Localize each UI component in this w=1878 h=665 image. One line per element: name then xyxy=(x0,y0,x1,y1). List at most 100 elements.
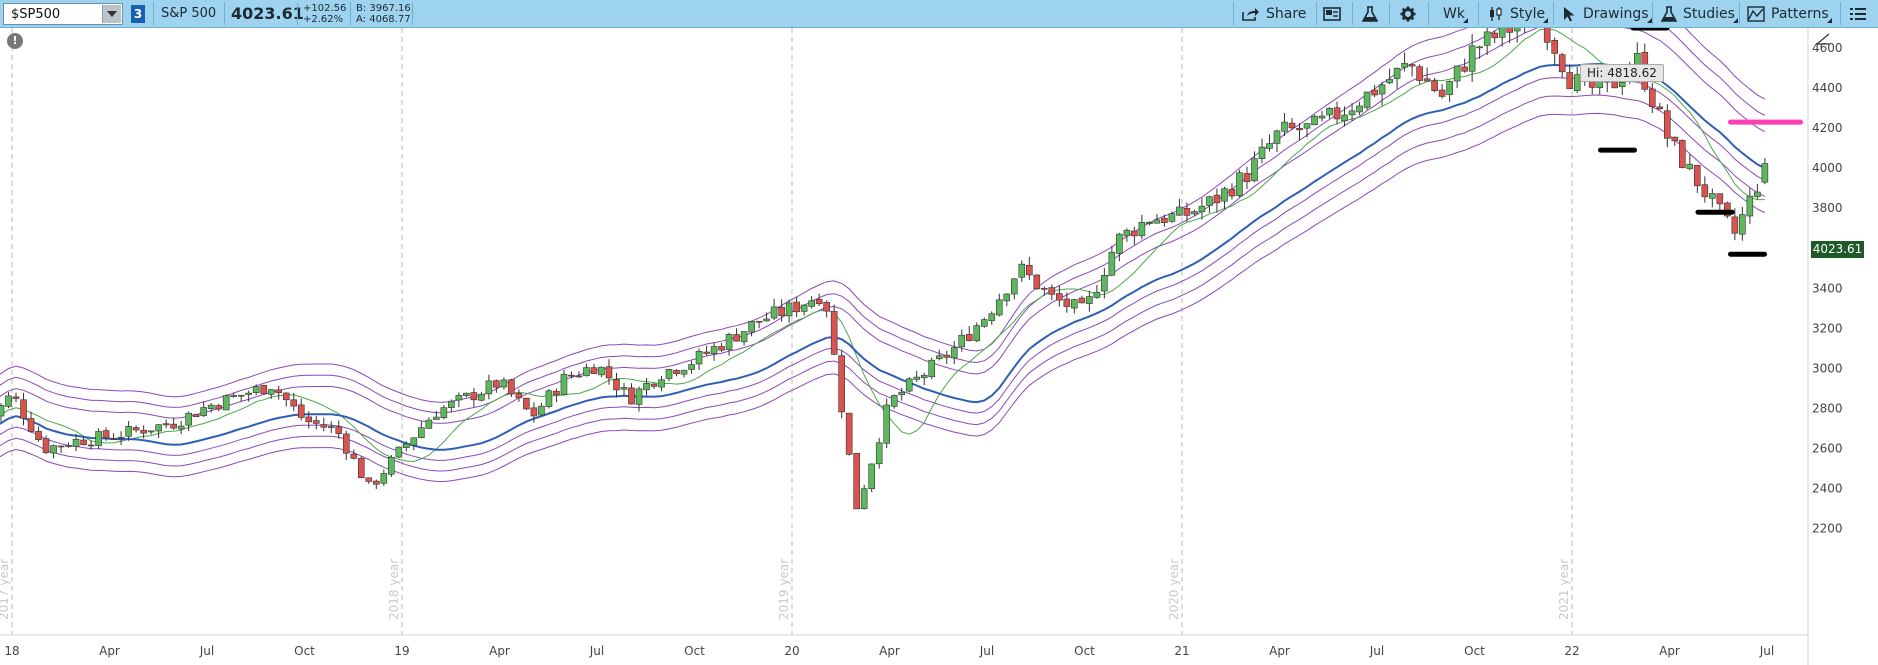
candle-body xyxy=(1221,188,1228,202)
flask-button[interactable] xyxy=(1362,0,1378,27)
symbol-dropdown-button[interactable] xyxy=(102,5,121,23)
corner-arrow-icon xyxy=(1732,18,1738,23)
period-button[interactable]: Wk xyxy=(1443,0,1468,27)
candle-body xyxy=(87,444,95,447)
candle-body xyxy=(12,396,20,399)
candle xyxy=(1393,67,1401,89)
candle xyxy=(275,385,283,400)
candle-body xyxy=(733,334,740,342)
candle xyxy=(305,411,313,429)
candle-body xyxy=(770,306,778,319)
toolbar-divider xyxy=(412,2,413,25)
candle xyxy=(177,420,185,435)
candle xyxy=(448,399,455,413)
candle-body xyxy=(890,395,898,407)
candle xyxy=(65,442,72,448)
candle-body xyxy=(980,319,988,327)
candle-body xyxy=(815,298,823,305)
candle-body xyxy=(1018,263,1026,278)
candle xyxy=(613,372,620,398)
alert-icon[interactable]: ! xyxy=(7,33,23,49)
share-label: Share xyxy=(1266,5,1307,22)
x-tick-label: Jul xyxy=(1369,644,1384,658)
candle xyxy=(943,350,951,364)
candle xyxy=(1731,208,1739,241)
candle xyxy=(673,369,680,377)
candle xyxy=(628,383,635,405)
candle xyxy=(1228,183,1236,200)
candle xyxy=(20,392,27,426)
candle xyxy=(1356,101,1363,115)
candle xyxy=(1754,183,1761,200)
x-tick-label: 22 xyxy=(1564,644,1579,658)
candle xyxy=(1086,290,1093,312)
candle-body xyxy=(1694,164,1701,187)
symbol-input[interactable] xyxy=(4,4,104,24)
candle xyxy=(0,403,5,422)
year-divider-label: 2017 year xyxy=(0,559,11,620)
patterns-button[interactable]: Patterns xyxy=(1747,0,1832,27)
candle-body xyxy=(1318,115,1326,119)
toolbar-divider xyxy=(1233,2,1234,25)
candle-body xyxy=(1724,202,1731,217)
candle xyxy=(117,431,125,446)
candle xyxy=(478,391,485,402)
studies-button[interactable]: Studies xyxy=(1661,0,1738,27)
candle-body xyxy=(1618,82,1626,88)
candle xyxy=(95,428,102,450)
candle xyxy=(1093,284,1101,299)
candle xyxy=(650,383,658,389)
candle xyxy=(1513,28,1521,43)
style-button[interactable]: Style xyxy=(1488,0,1549,27)
cursor-icon xyxy=(1564,6,1575,21)
snapshot-button[interactable] xyxy=(1323,0,1341,27)
candle-body xyxy=(1648,88,1656,108)
candle xyxy=(793,297,800,317)
toolbar-divider xyxy=(1352,2,1353,25)
candle xyxy=(1116,232,1123,262)
candle-body xyxy=(755,320,763,323)
y-tick-label: 4000 xyxy=(1812,161,1843,175)
candle xyxy=(342,430,350,461)
candle-body xyxy=(1491,32,1498,39)
candle xyxy=(1056,285,1063,307)
candle xyxy=(350,449,358,460)
candle-body xyxy=(763,318,770,322)
candle-body xyxy=(1326,107,1333,116)
candle-body xyxy=(200,407,207,417)
envelope-band-line xyxy=(0,112,1766,483)
candle-body xyxy=(680,370,688,375)
candle-body xyxy=(1311,115,1318,126)
corner-arrow-icon xyxy=(1646,18,1652,23)
candle xyxy=(1461,58,1468,73)
menu-button[interactable] xyxy=(1850,0,1866,27)
candle-body xyxy=(403,443,410,448)
candle-body xyxy=(875,442,883,465)
link-group-badge[interactable]: 3 xyxy=(131,5,145,23)
candle-body xyxy=(1288,122,1296,129)
candle xyxy=(1686,154,1694,171)
candle-body xyxy=(373,480,380,485)
candle-body xyxy=(718,346,725,351)
candle-body xyxy=(1438,89,1446,97)
candle-body xyxy=(598,366,605,376)
candle-body xyxy=(1656,106,1664,110)
drawings-button[interactable]: Drawings xyxy=(1563,0,1652,27)
candle-body xyxy=(1296,127,1303,131)
candle-body xyxy=(973,325,981,342)
settings-button[interactable] xyxy=(1400,0,1416,27)
candle xyxy=(403,441,410,452)
candle-body xyxy=(1138,222,1146,237)
candle-body xyxy=(0,404,5,417)
share-button[interactable]: Share xyxy=(1242,0,1306,27)
year-divider-label: 2020 year xyxy=(1167,559,1181,620)
candle xyxy=(823,300,830,318)
candle-body xyxy=(463,392,470,396)
candle-body xyxy=(568,374,575,377)
candle xyxy=(252,384,260,396)
price-chart[interactable]: 2017 year 2018 year 2019 year 2020 year 2021… xyxy=(0,28,1878,665)
candle xyxy=(1303,123,1311,138)
candle xyxy=(1543,28,1551,51)
candle-body xyxy=(170,423,177,429)
candle xyxy=(1168,211,1176,223)
